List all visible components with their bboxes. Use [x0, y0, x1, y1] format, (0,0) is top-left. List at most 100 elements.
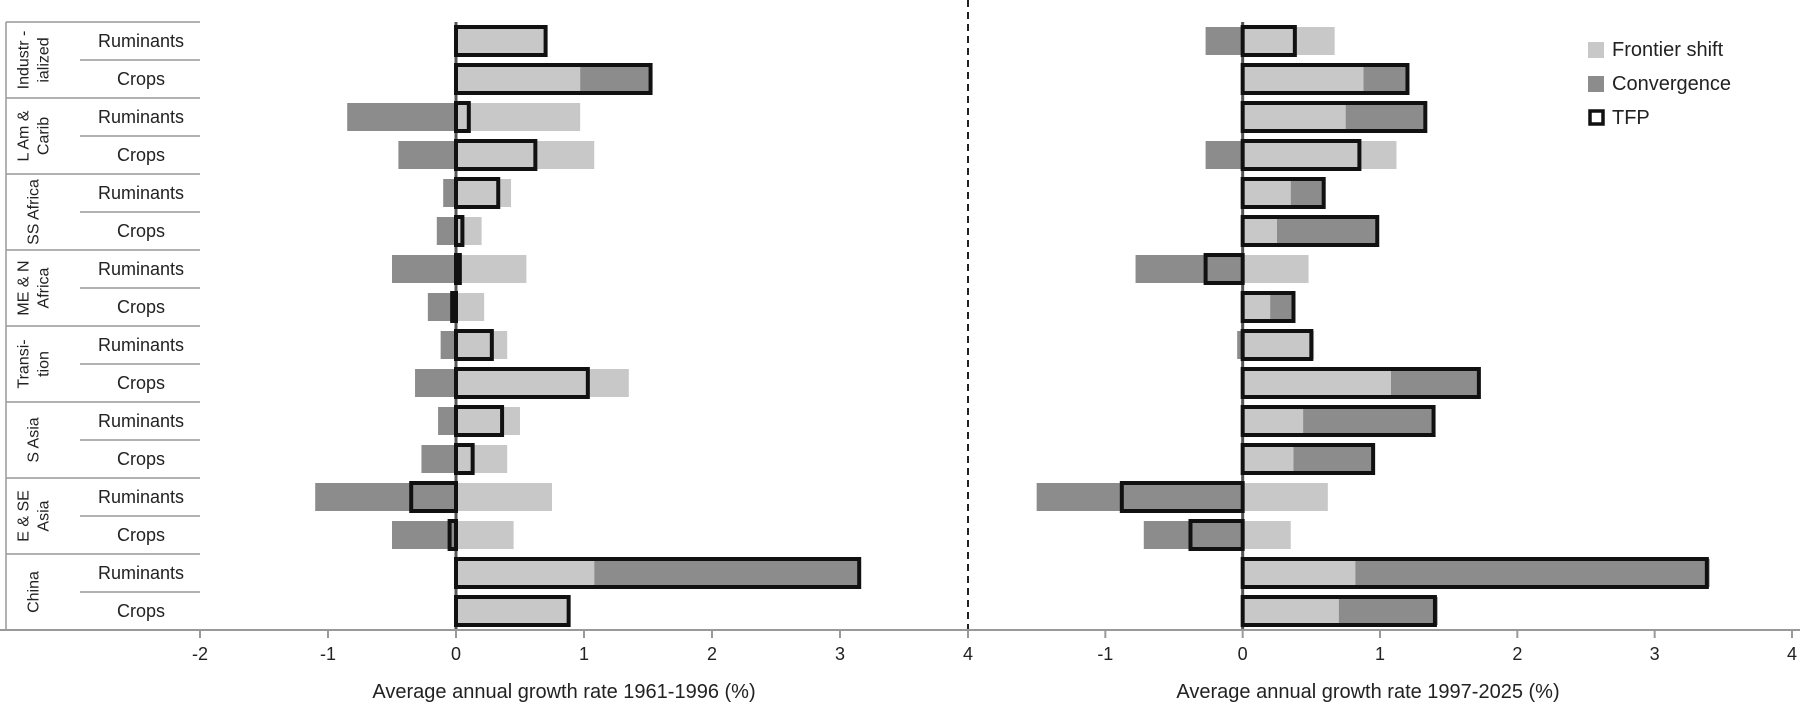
sector-label-me-n-africa-crops: Crops: [117, 297, 165, 317]
bar-tfp-china-ruminants: [1240, 557, 1709, 589]
bar-tfp-transi-tion-ruminants: [454, 329, 494, 361]
sector-label-china-crops: Crops: [117, 601, 165, 621]
region-labels: Industr - ialized L Am & Carib SS Africa ME &…: [16, 31, 53, 613]
bar-tfp-l-am-carib-ruminants: [454, 101, 471, 133]
legend-swatch-convergence: [1588, 76, 1604, 92]
x-tick-label-p1-1: 1: [579, 644, 589, 664]
bar-frontier-shift-industr-ialized-crops: [456, 65, 581, 93]
bar-convergence-e-se-asia-ruminants: [1036, 483, 1243, 511]
sector-label-me-n-africa-ruminants: Ruminants: [98, 259, 184, 279]
bar-convergence-s-asia-crops: [421, 445, 456, 473]
region-label-industr-ialized-line2: ialized: [36, 37, 53, 82]
bar-convergence-me-n-africa-ruminants: [392, 255, 456, 283]
bar-frontier-shift-me-n-africa-crops: [456, 293, 485, 321]
x-tick-label-p2-4: 4: [1787, 644, 1797, 664]
bar-tfp-s-asia-ruminants: [1240, 405, 1436, 437]
bar-convergence-transi-tion-crops: [415, 369, 456, 397]
bar-frontier-shift-me-n-africa-ruminants: [1242, 255, 1309, 283]
bar-frontier-shift-me-n-africa-crops: [1242, 293, 1271, 321]
bar-tfp-industr-ialized-crops: [1240, 63, 1410, 95]
bar-convergence-transi-tion-crops: [1390, 369, 1479, 397]
bar-convergence-l-am-carib-ruminants: [1345, 103, 1426, 131]
bar-convergence-industr-ialized-ruminants: [1205, 27, 1243, 55]
bar-frontier-shift-china-crops: [456, 597, 569, 625]
bar-convergence-industr-ialized-crops: [580, 65, 651, 93]
x-tick-label-p1-2: -2: [192, 644, 208, 664]
region-label-l-am-carib-line2: Carib: [36, 117, 53, 155]
region-label-s-asia: S Asia: [26, 417, 43, 462]
sector-label-l-am-carib-crops: Crops: [117, 145, 165, 165]
bar-frontier-shift-s-asia-crops: [456, 445, 508, 473]
region-label-transi-tion-line1: Transi-: [16, 339, 33, 388]
sector-label-e-se-asia-crops: Crops: [117, 525, 165, 545]
x-tick-label-p2-0: 0: [1238, 644, 1248, 664]
bar-tfp-transi-tion-crops: [454, 367, 590, 399]
region-label-ss-africa: SS Africa: [26, 179, 43, 245]
bar-frontier-shift-industr-ialized-ruminants: [1242, 27, 1335, 55]
bar-frontier-shift-ss-africa-crops: [1242, 217, 1277, 245]
region-label-e-se-asia-line2: Asia: [36, 500, 53, 531]
bar-frontier-shift-industr-ialized-ruminants: [456, 27, 546, 55]
bar-tfp-ss-africa-crops: [1240, 215, 1380, 247]
legend-item-tfp: TFP: [1588, 107, 1650, 129]
bar-convergence-china-crops: [1338, 597, 1438, 625]
sector-label-industr-ialized-ruminants: Ruminants: [98, 31, 184, 51]
x-tick-label-p2-3: 3: [1650, 644, 1660, 664]
bar-convergence-e-se-asia-crops: [1143, 521, 1243, 549]
bar-tfp-china-crops: [454, 595, 571, 627]
bar-tfp-me-n-africa-ruminants: [1203, 253, 1245, 285]
region-label-l-am-carib-line1: L Am &: [16, 110, 33, 161]
sector-label-transi-tion-crops: Crops: [117, 373, 165, 393]
bar-frontier-shift-ss-africa-ruminants: [456, 179, 512, 207]
bar-tfp-e-se-asia-ruminants: [1119, 481, 1245, 513]
legend-label-tfp: TFP: [1612, 107, 1650, 129]
x-tick-label-p1-0: 0: [451, 644, 461, 664]
bar-frontier-shift-l-am-carib-ruminants: [1242, 103, 1346, 131]
region-label-transi-tion-line2: tion: [36, 351, 53, 377]
sector-label-industr-ialized-crops: Crops: [117, 69, 165, 89]
bar-frontier-shift-l-am-carib-ruminants: [456, 103, 581, 131]
bar-tfp-ss-africa-crops: [454, 215, 465, 247]
x-axis-label-panel-1: Average annual growth rate 1961-1996 (%): [372, 681, 755, 703]
bar-tfp-industr-ialized-crops: [454, 63, 653, 95]
sector-labels: Ruminants Crops Ruminants Crops Ruminants Cro…: [98, 31, 184, 621]
sector-label-ss-africa-crops: Crops: [117, 221, 165, 241]
region-label-me-n-africa-line1: ME & N: [16, 260, 33, 315]
region-label-industr-ialized-line1: Industr -: [16, 31, 33, 90]
legend-label-frontier-shift: Frontier shift: [1612, 39, 1724, 61]
sector-label-l-am-carib-ruminants: Ruminants: [98, 107, 184, 127]
bar-convergence-l-am-carib-ruminants: [347, 103, 456, 131]
bar-tfp-s-asia-crops: [454, 443, 475, 475]
bar-frontier-shift-ss-africa-ruminants: [1242, 179, 1291, 207]
bar-tfp-e-se-asia-crops: [1188, 519, 1245, 551]
bar-tfp-l-am-carib-crops: [454, 139, 538, 171]
sector-label-s-asia-ruminants: Ruminants: [98, 411, 184, 431]
sector-label-s-asia-crops: Crops: [117, 449, 165, 469]
bar-tfp-china-ruminants: [454, 557, 862, 589]
bar-tfp-l-am-carib-ruminants: [1240, 101, 1428, 133]
bar-frontier-shift-e-se-asia-ruminants: [1242, 483, 1328, 511]
bar-frontier-shift-china-ruminants: [1242, 559, 1356, 587]
bar-frontier-shift-china-crops: [1242, 597, 1339, 625]
bar-tfp-e-se-asia-ruminants: [409, 481, 459, 513]
x-tick-label-p1-3: 3: [835, 644, 845, 664]
bar-frontier-shift-e-se-asia-crops: [456, 521, 514, 549]
bar-convergence-l-am-carib-crops: [398, 141, 456, 169]
bar-frontier-shift-china-ruminants: [456, 559, 595, 587]
x-axis: -2 -1 0 1 2 3 4 Average annual growth rate 1961…: [0, 629, 1800, 703]
bar-convergence-china-ruminants: [594, 559, 860, 587]
x-tick-label-p2-1: -1: [1097, 644, 1113, 664]
bar-tfp-china-crops: [1240, 595, 1437, 627]
bar-tfp-me-n-africa-crops: [1240, 291, 1296, 323]
bar-tfp-s-asia-crops: [1240, 443, 1376, 475]
bar-frontier-shift-industr-ialized-crops: [1242, 65, 1364, 93]
bar-frontier-shift-l-am-carib-crops: [456, 141, 595, 169]
bar-convergence-s-asia-crops: [1293, 445, 1374, 473]
bar-tfp-s-asia-ruminants: [454, 405, 505, 437]
bar-frontier-shift-ss-africa-crops: [456, 217, 482, 245]
bar-frontier-shift-transi-tion-crops: [1242, 369, 1391, 397]
bar-frontier-shift-s-asia-ruminants: [1242, 407, 1304, 435]
bar-tfp-transi-tion-ruminants: [1240, 329, 1314, 361]
legend-item-convergence: Convergence: [1588, 73, 1731, 95]
bar-frontier-shift-transi-tion-crops: [456, 369, 629, 397]
